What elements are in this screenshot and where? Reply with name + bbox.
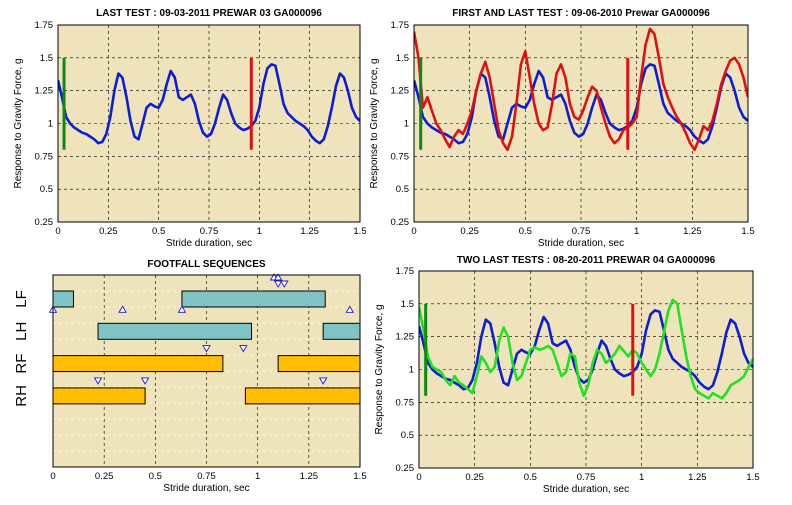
footfall-bar (97, 322, 253, 340)
triangle-down-marker (318, 377, 328, 385)
footfall-bar (277, 355, 361, 373)
y-tick-label: 1.75 (396, 266, 415, 277)
series-line-1 (419, 298, 753, 400)
triangle-down-marker (273, 280, 283, 288)
x-tick-label: 0.75 (200, 226, 219, 237)
y-tick-label: 1.5 (401, 299, 414, 310)
footfall-bar (322, 322, 361, 340)
chart-0 (57, 24, 361, 223)
x-tick-label: 0 (411, 226, 416, 237)
y-tick-label: 0.5 (401, 430, 414, 441)
y-tick-label: 1 (409, 365, 414, 376)
x-axis-label: Stride duration, sec (163, 483, 249, 494)
x-tick-label: 0 (416, 472, 421, 483)
chart-2 (48, 273, 361, 468)
y-tick-label: 1.75 (391, 20, 410, 31)
x-tick-label: 1 (634, 226, 639, 237)
triangle-up-marker (273, 273, 283, 281)
x-tick-label: 0.5 (519, 226, 532, 237)
series-line-1 (414, 27, 748, 152)
y-tick-label: 1.25 (35, 86, 54, 97)
x-tick-label: 0.25 (465, 472, 484, 483)
row-label: RF (13, 354, 30, 374)
triangle-down-marker (93, 377, 103, 385)
x-tick-label: 0.5 (149, 471, 162, 482)
chart-title: FOOTFALL SEQUENCES (147, 259, 265, 270)
y-tick-label: 0.25 (391, 217, 410, 228)
series-line-0 (419, 309, 753, 391)
y-axis-label: Response to Gravity Force, g (13, 58, 24, 188)
chart-title: TWO LAST TESTS : 08-20-2011 PREWAR 04 GA… (457, 255, 716, 266)
x-tick-label: 0.75 (197, 471, 216, 482)
x-tick-label: 1 (257, 226, 262, 237)
x-tick-label: 1.25 (300, 226, 319, 237)
y-tick-label: 1 (48, 119, 53, 130)
series-line-0 (414, 63, 748, 145)
chart-1 (413, 24, 749, 223)
footfall-bar (244, 387, 361, 405)
y-tick-label: 0.75 (35, 151, 54, 162)
x-tick-label: 0.25 (95, 471, 114, 482)
x-axis-label: Stride duration, sec (166, 238, 252, 249)
triangle-down-marker (202, 345, 211, 353)
plot-frame (52, 274, 361, 468)
y-tick-label: 0.25 (396, 463, 415, 474)
row-label: LF (13, 290, 30, 308)
x-tick-label: 1.5 (353, 226, 366, 237)
x-axis-label: Stride duration, sec (543, 484, 629, 495)
x-tick-label: 0.5 (152, 226, 165, 237)
triangle-up-marker (345, 305, 355, 313)
triangle-down-marker (140, 377, 150, 385)
x-tick-label: 1 (255, 471, 260, 482)
y-tick-label: 0.5 (40, 184, 53, 195)
y-axis-label: Response to Gravity Force, g (374, 304, 385, 434)
x-tick-label: 1.5 (741, 226, 754, 237)
y-tick-label: 1.5 (40, 53, 53, 64)
triangle-up-marker (177, 305, 187, 313)
x-tick-label: 0.5 (524, 472, 537, 483)
x-tick-label: 0.25 (460, 226, 479, 237)
triangle-down-marker (279, 280, 289, 288)
row-label: RH (13, 385, 30, 407)
y-tick-label: 0.25 (35, 217, 54, 228)
footfall-bar (52, 290, 74, 308)
x-tick-label: 1.25 (300, 471, 319, 482)
y-tick-label: 0.5 (396, 184, 409, 195)
x-tick-label: 1 (639, 472, 644, 483)
footfall-bar (52, 355, 224, 373)
y-tick-label: 1.25 (396, 332, 415, 343)
x-tick-label: 1.5 (746, 472, 759, 483)
y-tick-label: 1.5 (396, 53, 409, 64)
triangle-up-marker (118, 305, 127, 313)
y-tick-label: 0.75 (396, 397, 415, 408)
plot-frame (413, 24, 749, 223)
y-tick-label: 1.25 (391, 86, 410, 97)
x-axis-label: Stride duration, sec (538, 238, 624, 249)
plot-frame (418, 270, 754, 469)
chart-3 (418, 270, 754, 469)
x-tick-label: 0.25 (99, 226, 118, 237)
footfall-bar (181, 290, 326, 308)
x-tick-label: 0 (50, 471, 55, 482)
y-tick-label: 1 (404, 119, 409, 130)
footfall-bar (52, 387, 146, 405)
x-tick-label: 0.75 (577, 472, 596, 483)
y-axis-label: Response to Gravity Force, g (369, 58, 380, 188)
chart-title: FIRST AND LAST TEST : 09-06-2010 Prewar … (452, 8, 710, 19)
x-tick-label: 1.25 (688, 472, 707, 483)
x-tick-label: 0.75 (572, 226, 591, 237)
x-tick-label: 1.25 (683, 226, 702, 237)
y-tick-label: 1.75 (35, 20, 54, 31)
row-label: LH (13, 322, 30, 341)
triangle-down-marker (239, 345, 248, 353)
y-tick-label: 0.75 (391, 151, 410, 162)
x-tick-label: 0 (55, 226, 60, 237)
x-tick-label: 1.5 (353, 471, 366, 482)
series-line-0 (58, 63, 360, 145)
chart-title: LAST TEST : 09-03-2011 PREWAR 03 GA00009… (96, 8, 322, 19)
plot-frame (57, 24, 361, 223)
